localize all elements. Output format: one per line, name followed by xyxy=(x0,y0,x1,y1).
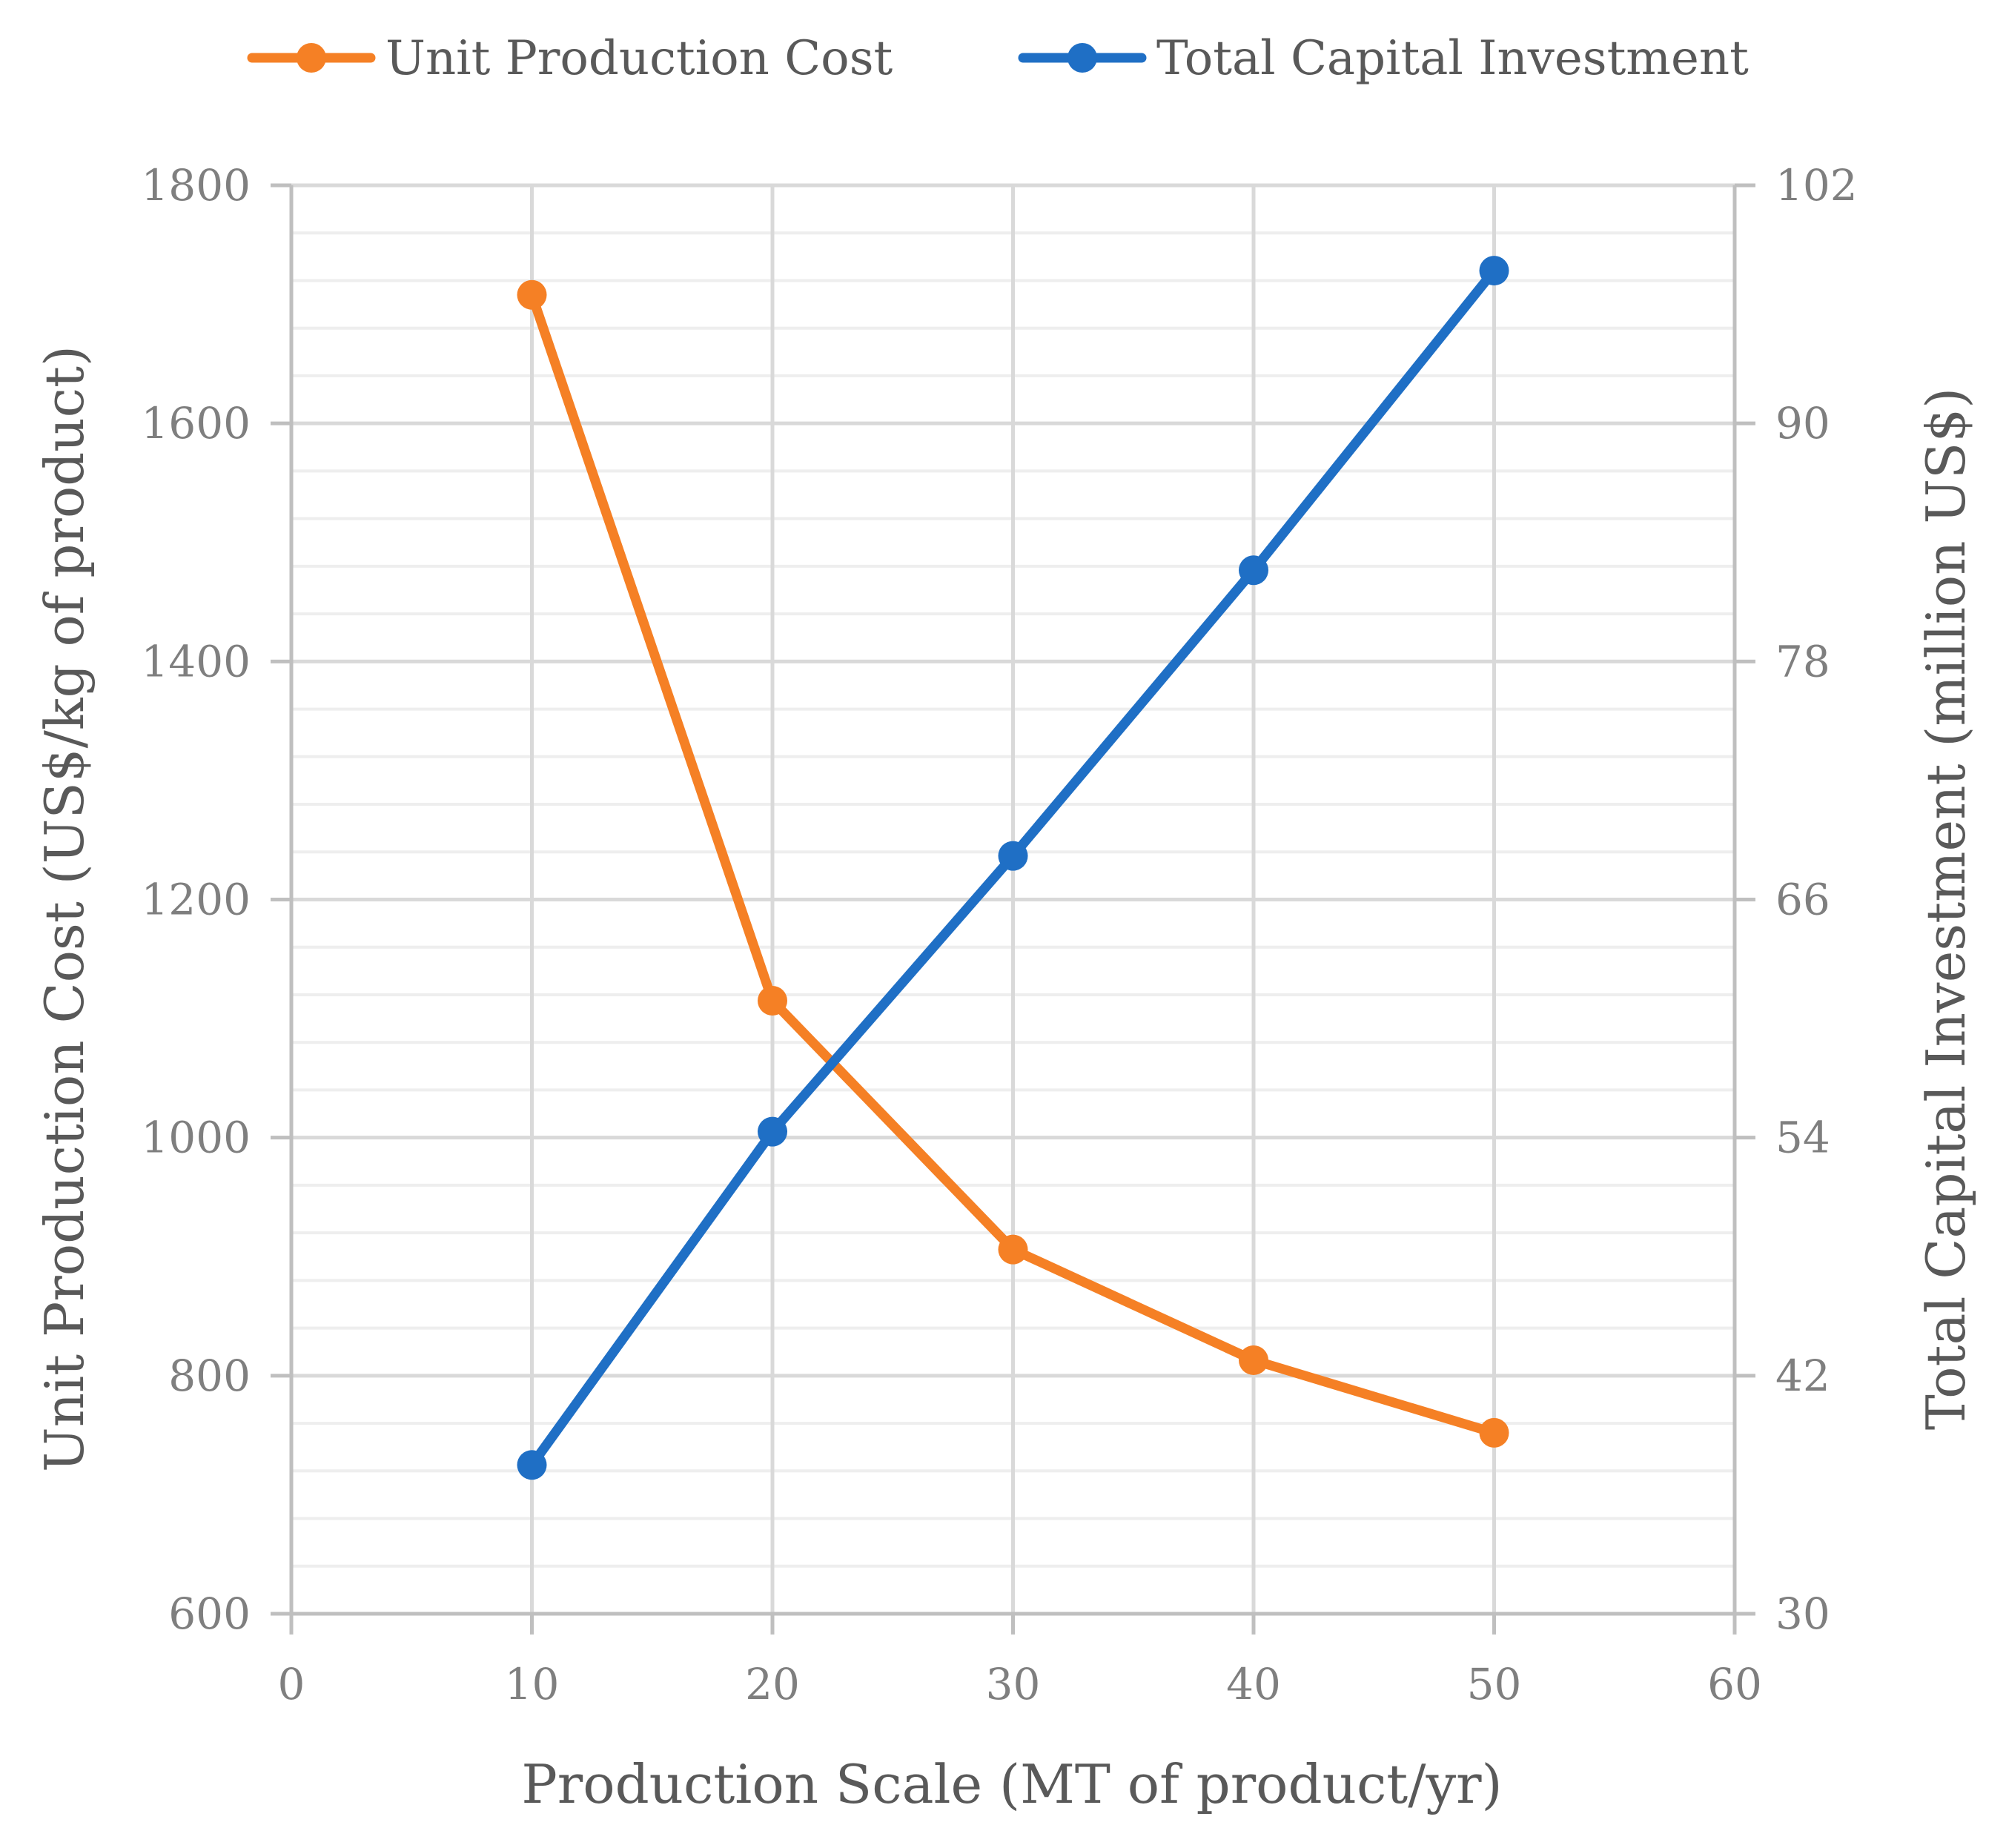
x-tick-label: 30 xyxy=(986,1659,1041,1709)
data-point xyxy=(758,985,787,1016)
y2-tick-label: 30 xyxy=(1775,1589,1830,1639)
x-axis-title: Production Scale (MT of product/yr) xyxy=(521,1753,1502,1815)
data-point xyxy=(758,1116,787,1147)
x-tick-label: 40 xyxy=(1226,1659,1281,1709)
x-tick-label: 10 xyxy=(505,1659,560,1709)
data-point xyxy=(1479,1417,1509,1448)
data-point xyxy=(998,1234,1028,1265)
legend-swatch-marker xyxy=(1067,43,1097,73)
y-tick-label: 1800 xyxy=(141,160,251,211)
series-unit-production-cost xyxy=(517,279,1509,1448)
y-tick-label: 1600 xyxy=(141,398,251,448)
x-tick-label: 20 xyxy=(745,1659,800,1709)
series-total-capital-investment xyxy=(517,256,1509,1480)
x-tick-label: 60 xyxy=(1707,1659,1762,1709)
major-grid xyxy=(291,183,1735,1614)
data-point xyxy=(517,279,547,310)
y2-tick-label: 42 xyxy=(1775,1351,1830,1401)
legend-label: Total Capital Investment xyxy=(1156,31,1749,86)
data-point xyxy=(998,841,1028,871)
y-tick-label: 800 xyxy=(168,1351,251,1401)
y-tick-label: 1200 xyxy=(141,875,251,925)
tick-labels: 6008001000120014001600180030425466789010… xyxy=(141,160,1857,1709)
legend: Unit Production Cost Total Capital Invest… xyxy=(247,31,1749,86)
y2-tick-label: 102 xyxy=(1775,160,1858,211)
series-layer xyxy=(517,256,1509,1480)
y2-axis-title: Total Capital Investment (million US$) xyxy=(1915,388,1977,1431)
data-point xyxy=(1479,256,1509,286)
y2-tick-label: 90 xyxy=(1775,398,1830,448)
legend-item: Total Capital Investment xyxy=(1018,31,1749,86)
y-axis-title: Unit Production Cost (US$/kg of product) xyxy=(33,345,96,1472)
axis-titles: Production Scale (MT of product/yr) Unit… xyxy=(33,345,1977,1815)
y-tick-label: 600 xyxy=(168,1589,251,1639)
y2-tick-label: 66 xyxy=(1775,875,1830,925)
y-tick-label: 1000 xyxy=(141,1113,251,1163)
y-tick-label: 1400 xyxy=(141,636,251,686)
y2-tick-label: 54 xyxy=(1775,1113,1830,1163)
x-tick-label: 0 xyxy=(278,1659,305,1709)
x-tick-label: 50 xyxy=(1467,1659,1522,1709)
data-point xyxy=(517,1450,547,1480)
data-point xyxy=(1239,1345,1268,1375)
legend-item: Unit Production Cost xyxy=(247,31,893,86)
legend-label: Unit Production Cost xyxy=(385,31,893,86)
axes xyxy=(271,183,1755,1635)
data-point xyxy=(1239,555,1268,586)
y2-tick-label: 78 xyxy=(1775,636,1830,686)
legend-swatch-marker xyxy=(297,43,326,73)
